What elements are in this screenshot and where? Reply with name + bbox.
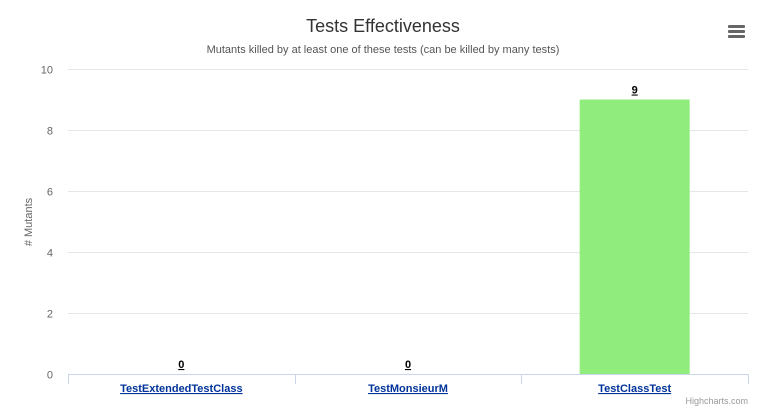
bars <box>579 99 690 375</box>
x-tick-label[interactable]: TestExtendedTestClass <box>120 383 242 395</box>
y-tick-label: 4 <box>47 248 53 260</box>
credits-link[interactable]: Highcharts.com <box>685 396 748 406</box>
bar-TestClassTest[interactable] <box>579 99 690 375</box>
y-tick-label: 2 <box>47 309 53 321</box>
data-label: 9 <box>632 85 638 97</box>
y-tick-label: 8 <box>47 126 53 138</box>
y-tick-label: 0 <box>47 370 53 382</box>
data-label: 0 <box>178 359 184 371</box>
chart-title: Tests Effectiveness <box>306 16 460 36</box>
y-tick-label: 10 <box>41 65 53 77</box>
chart-subtitle: Mutants killed by at least one of these … <box>207 44 560 56</box>
hamburger-menu-icon[interactable] <box>724 20 748 42</box>
y-tick-label: 6 <box>47 187 53 199</box>
x-tick-label[interactable]: TestClassTest <box>598 383 671 395</box>
data-labels: 0 0 9 <box>178 85 637 372</box>
x-tick-label[interactable]: TestMonsieurM <box>368 383 448 395</box>
x-axis: TestExtendedTestClass TestMonsieurM TestCl… <box>68 374 749 395</box>
data-label: 0 <box>405 359 411 371</box>
y-axis-ticks: 0 2 4 6 8 10 <box>41 65 53 382</box>
y-axis-title: # Mutants <box>23 197 35 246</box>
